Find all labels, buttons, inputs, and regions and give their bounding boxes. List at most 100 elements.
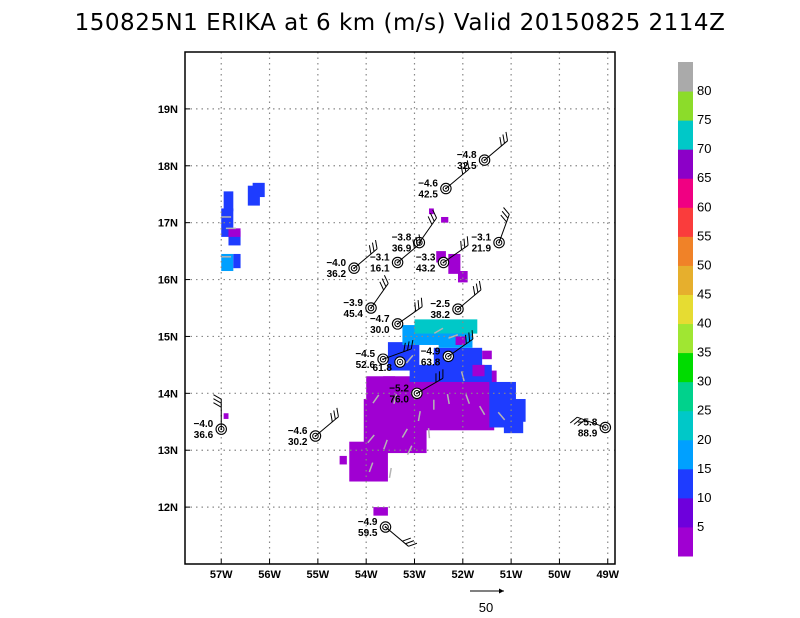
lat-tick-label: 12N (158, 502, 178, 514)
station-dot (399, 361, 401, 363)
colorbar-label: 80 (697, 83, 711, 98)
wind-barb-flag (429, 212, 435, 222)
colorbar-label: 35 (697, 345, 711, 360)
wind-cell (366, 376, 396, 411)
colorbar-swatch (678, 62, 693, 92)
wind-barb-flag (408, 542, 418, 547)
wind-barb (443, 244, 469, 263)
grid (185, 52, 615, 564)
wind-vector (448, 334, 459, 339)
station: −4.642.5 (418, 160, 470, 201)
station-bottom-value: 16.1 (370, 263, 390, 274)
wind-barb (370, 283, 389, 309)
wind-cell (482, 350, 492, 360)
wind-cell (221, 253, 234, 272)
station: −4.963.8 (421, 330, 474, 368)
station-top-value: −5.8 (578, 417, 598, 428)
lat-tick-label: 19N (158, 104, 178, 116)
station-ring-inner (442, 185, 450, 192)
station-ring-inner (312, 432, 319, 440)
wind-barb (498, 214, 510, 243)
wind-barb-flag (420, 297, 423, 307)
colorbar-swatch (678, 468, 693, 499)
station: −3.116.1 (370, 234, 422, 274)
wind-vector (367, 434, 375, 444)
wind-barb-flag (577, 419, 585, 427)
wind-barb-flag (213, 398, 222, 404)
wind-barb (416, 377, 444, 394)
colorbar-swatch (678, 236, 693, 266)
station-bottom-value: 76.0 (389, 394, 409, 405)
lat-tick-label: 14N (158, 388, 178, 400)
station: −3.945.4 (343, 275, 389, 320)
station-bottom-value: 36.2 (327, 269, 347, 280)
wind-barb-flag (432, 209, 437, 219)
wind-barb (445, 168, 470, 189)
station: −3.121.9 (471, 207, 510, 255)
wind-barb-flag (463, 162, 467, 172)
station-ring-inner (481, 156, 488, 164)
lat-tick-label: 18N (158, 161, 178, 173)
wind-barb-flag (499, 136, 502, 147)
reference-vector-label: 50 (479, 600, 493, 615)
wind-barb-flag (427, 216, 433, 225)
station-ring-inner (602, 424, 609, 431)
wind-barb-flag (502, 134, 505, 144)
axis-labels: 57W 56W 55W 54W 53W 52W 51W 50W 49W 12N 13N 14N 15N 1… (158, 104, 620, 581)
lat-tick-label: 15N (158, 331, 178, 343)
colorbar-label: 65 (697, 170, 711, 185)
wind-cell (228, 228, 241, 237)
station-bottom-value: 30.0 (370, 325, 390, 336)
wind-barb-flag (414, 302, 417, 312)
colorbar-label: 15 (697, 461, 711, 476)
lon-tick-label: 50W (548, 569, 571, 581)
wind-barb (418, 217, 437, 243)
station-top-value: −3.8 (392, 233, 412, 244)
wind-barb-flag (463, 238, 466, 248)
station-bottom-value: 63.8 (421, 357, 441, 368)
station-ring-inner (440, 259, 447, 266)
station-top-value: −2.5 (430, 299, 450, 310)
colorbar-label: 60 (697, 199, 711, 214)
station-top-value: −5.2 (389, 383, 409, 394)
lat-tick-label: 17N (158, 218, 178, 230)
wind-vector (446, 393, 450, 405)
wind-vector (433, 327, 444, 334)
station-top-value: −4.9 (421, 346, 441, 357)
wind-vector (368, 462, 374, 473)
colorbar-label: 30 (697, 374, 711, 389)
station-ring-inner (379, 355, 387, 363)
wind-barb-flag (505, 131, 509, 141)
wind-barb (397, 242, 421, 263)
wind-barb-flag (465, 334, 467, 344)
lon-tick-label: 54W (355, 569, 378, 581)
map-frame (184, 51, 616, 565)
station: −4.036.2 (326, 239, 378, 280)
wind-barb-flag (412, 239, 415, 249)
lon-tick-label: 52W (451, 569, 474, 581)
wind-barb-flag (466, 160, 470, 170)
wind-barb (397, 306, 423, 325)
wind-barb-flag (478, 280, 482, 290)
wind-barb-flag (402, 537, 411, 542)
station: −2.538.2 (430, 280, 482, 321)
colorbar-label: 40 (697, 316, 711, 331)
colorbar-swatch (678, 497, 693, 528)
colorbar-swatch (678, 91, 693, 121)
station-top-value: −3.9 (343, 298, 363, 309)
colorbar-label: 5 (697, 519, 704, 534)
station-bottom-value: 38.2 (431, 310, 451, 321)
wind-barb-flag (336, 407, 339, 417)
lat-tick-label: 16N (158, 275, 178, 287)
station-bottom-value: 21.9 (472, 244, 492, 255)
wind-barb-flag (379, 281, 385, 291)
wind-vector (427, 428, 431, 439)
station-bottom-value: 30.2 (288, 437, 308, 448)
station-ring-inner (396, 358, 404, 366)
station-top-value: −4.0 (326, 258, 346, 269)
colorbar-label: 75 (697, 112, 711, 127)
wind-barb-flag (403, 342, 406, 352)
lon-tick-label: 56W (258, 569, 281, 581)
wind-barb-flag (383, 275, 389, 284)
